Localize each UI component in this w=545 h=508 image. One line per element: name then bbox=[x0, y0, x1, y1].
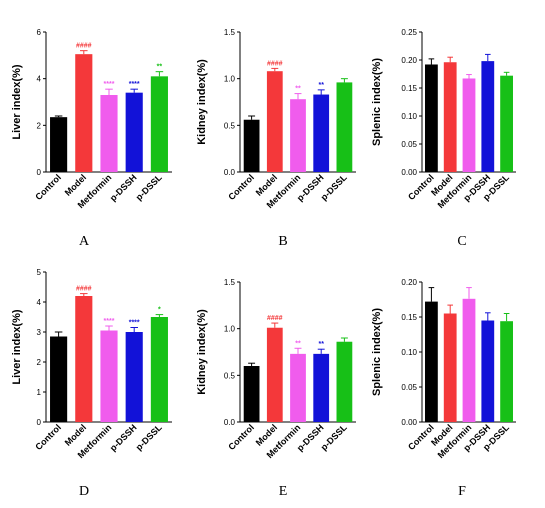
bar bbox=[290, 99, 306, 172]
bar bbox=[481, 320, 495, 422]
y-tick-label: 0.25 bbox=[401, 28, 417, 37]
y-axis-title: Splenic index(%) bbox=[371, 58, 383, 146]
x-category-label: p-DSSH bbox=[108, 422, 139, 453]
bar bbox=[425, 64, 438, 172]
bar bbox=[313, 94, 330, 172]
x-category-label: p-DSSL bbox=[134, 422, 164, 452]
significance-label: **** bbox=[104, 318, 115, 325]
y-tick-label: 1.0 bbox=[224, 75, 236, 84]
bar bbox=[290, 353, 306, 422]
panel-label: C bbox=[457, 234, 466, 249]
bar bbox=[100, 330, 118, 422]
y-tick-label: 2 bbox=[37, 121, 42, 130]
significance-label: #### bbox=[267, 60, 283, 67]
y-tick-label: 0.00 bbox=[401, 418, 417, 427]
significance-label: * bbox=[158, 307, 161, 314]
chart-panel: 0.00 0.05 0.10 0.15 0.20 0.25 Splenic index(%)… bbox=[371, 28, 516, 249]
bar bbox=[50, 336, 68, 422]
bar bbox=[243, 366, 260, 422]
bar bbox=[462, 78, 476, 172]
significance-label: **** bbox=[129, 81, 140, 88]
y-tick-label: 4 bbox=[37, 298, 42, 307]
y-axis-title: Splenic index(%) bbox=[371, 308, 383, 396]
bar bbox=[462, 298, 476, 422]
y-axis-title: Liver index(%) bbox=[11, 309, 23, 385]
y-tick-label: 0 bbox=[37, 418, 42, 427]
bar bbox=[443, 62, 457, 172]
y-tick-label: 1.0 bbox=[224, 325, 236, 334]
panel-label: A bbox=[79, 234, 90, 249]
bar bbox=[266, 71, 283, 172]
y-tick-label: 6 bbox=[37, 28, 42, 37]
x-category-label: p-DSSL bbox=[134, 172, 164, 202]
y-tick-label: 1.5 bbox=[224, 28, 236, 37]
bar bbox=[500, 75, 513, 172]
y-axis-title: Kidney index(%) bbox=[196, 309, 208, 395]
significance-label: ** bbox=[318, 82, 324, 89]
bar bbox=[266, 327, 283, 422]
y-tick-label: 5 bbox=[37, 268, 42, 277]
significance-label: ** bbox=[157, 64, 163, 71]
bar bbox=[481, 61, 495, 173]
bar bbox=[125, 92, 143, 172]
y-tick-label: 3 bbox=[37, 328, 42, 337]
bar bbox=[150, 317, 168, 422]
y-tick-label: 0.10 bbox=[401, 348, 417, 357]
y-axis-title: Kidney index(%) bbox=[196, 59, 208, 145]
x-category-label: p-DSSH bbox=[108, 172, 139, 203]
bar bbox=[100, 95, 118, 172]
y-tick-label: 0.5 bbox=[224, 121, 236, 130]
y-tick-label: 0.15 bbox=[401, 313, 417, 322]
bar bbox=[500, 321, 513, 422]
panel-label: B bbox=[278, 234, 287, 249]
significance-label: #### bbox=[76, 43, 92, 50]
y-tick-label: 0.00 bbox=[401, 168, 417, 177]
significance-label: #### bbox=[267, 315, 283, 322]
bar bbox=[75, 296, 93, 422]
bar bbox=[150, 76, 168, 172]
bar bbox=[243, 119, 260, 172]
y-tick-label: 0.5 bbox=[224, 371, 236, 380]
bar bbox=[50, 117, 68, 172]
x-category-label: p-DSSL bbox=[319, 172, 349, 202]
y-tick-label: 1 bbox=[37, 388, 42, 397]
y-tick-label: 4 bbox=[37, 75, 42, 84]
bar bbox=[75, 54, 93, 172]
bar bbox=[336, 82, 353, 172]
panel-label: E bbox=[279, 484, 288, 499]
bar bbox=[336, 341, 353, 422]
y-axis-title: Liver index(%) bbox=[11, 64, 23, 140]
x-category-label: p-DSSL bbox=[319, 422, 349, 452]
y-tick-label: 0.0 bbox=[224, 168, 236, 177]
y-tick-label: 1.5 bbox=[224, 278, 236, 287]
y-tick-label: 0.20 bbox=[401, 278, 417, 287]
significance-label: ** bbox=[295, 340, 301, 347]
bar bbox=[313, 353, 330, 422]
y-tick-label: 0.20 bbox=[401, 56, 417, 65]
panel-label: D bbox=[79, 484, 89, 499]
bar bbox=[443, 313, 457, 422]
y-tick-label: 0 bbox=[37, 168, 42, 177]
y-tick-label: 0.05 bbox=[401, 140, 417, 149]
significance-label: #### bbox=[76, 286, 92, 293]
panel-label: F bbox=[458, 484, 466, 499]
y-tick-label: 0.0 bbox=[224, 418, 236, 427]
y-tick-label: 0.05 bbox=[401, 383, 417, 392]
y-tick-label: 2 bbox=[37, 358, 42, 367]
y-tick-label: 0.10 bbox=[401, 112, 417, 121]
bar bbox=[125, 332, 143, 422]
significance-label: **** bbox=[129, 320, 140, 327]
significance-label: **** bbox=[104, 81, 115, 88]
significance-label: ** bbox=[295, 86, 301, 93]
y-tick-label: 0.15 bbox=[401, 84, 417, 93]
bar bbox=[425, 301, 438, 422]
significance-label: ** bbox=[318, 341, 324, 348]
